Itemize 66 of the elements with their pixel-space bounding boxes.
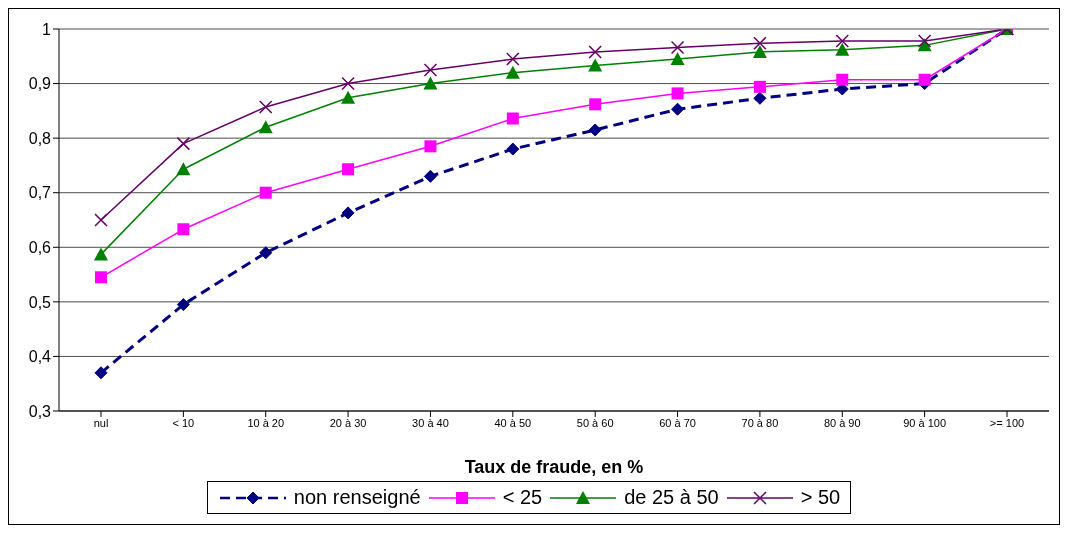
point bbox=[753, 91, 767, 105]
point bbox=[588, 123, 602, 137]
point bbox=[423, 76, 438, 90]
legend-label: > 50 bbox=[800, 486, 841, 509]
y-tick-label: 0,5 bbox=[28, 293, 52, 311]
x-tick-label: 60 à 70 bbox=[659, 416, 696, 429]
y-tick-label: 1 bbox=[42, 20, 52, 38]
point bbox=[836, 73, 849, 86]
point bbox=[259, 246, 273, 260]
x-tick-label: 50 à 60 bbox=[576, 416, 614, 429]
y-tick-label: 0,4 bbox=[28, 348, 52, 366]
point bbox=[423, 169, 437, 183]
point bbox=[341, 76, 355, 91]
point bbox=[588, 58, 603, 72]
x-tick-label: 40 à 50 bbox=[494, 416, 532, 429]
point bbox=[505, 65, 520, 79]
point bbox=[342, 163, 355, 176]
point bbox=[753, 80, 766, 93]
point bbox=[589, 98, 602, 111]
x-tick-label: >= 100 bbox=[989, 416, 1025, 429]
point bbox=[670, 52, 685, 66]
point bbox=[95, 271, 107, 284]
point bbox=[506, 112, 519, 125]
y-tick-label: 0,6 bbox=[28, 238, 52, 256]
legend-label: de 25 à 50 bbox=[624, 486, 719, 509]
point bbox=[835, 42, 850, 56]
point bbox=[176, 298, 190, 312]
point bbox=[341, 206, 355, 220]
point bbox=[670, 40, 685, 55]
point bbox=[671, 87, 684, 100]
point bbox=[259, 186, 272, 199]
point bbox=[671, 102, 685, 116]
point bbox=[506, 142, 520, 156]
x-tick-label: 90 à 100 bbox=[903, 416, 947, 429]
x-tick-label: 80 à 90 bbox=[823, 416, 861, 429]
point bbox=[506, 52, 520, 66]
y-tick-label: 0,3 bbox=[28, 402, 52, 420]
x-tick-label: 30 à 40 bbox=[412, 416, 449, 429]
point bbox=[94, 247, 108, 261]
point bbox=[835, 34, 850, 48]
point bbox=[918, 73, 931, 86]
point bbox=[423, 63, 438, 77]
point bbox=[258, 100, 273, 114]
x-tick-label: < 10 bbox=[172, 416, 195, 429]
point bbox=[176, 162, 191, 176]
x-tick-label: 70 à 80 bbox=[741, 416, 779, 429]
legend-label: non renseigné bbox=[293, 486, 421, 509]
point bbox=[752, 44, 767, 58]
point bbox=[341, 90, 356, 104]
x-tick-label: 10 à 20 bbox=[247, 416, 285, 429]
point bbox=[258, 120, 273, 134]
y-tick-label: 0,7 bbox=[28, 184, 52, 202]
point bbox=[176, 136, 191, 151]
point bbox=[753, 36, 767, 50]
point bbox=[94, 366, 108, 380]
x-tick-label: 20 à 30 bbox=[329, 416, 367, 429]
x-tick-label: nul bbox=[93, 416, 109, 429]
legend-label: < 25 bbox=[502, 486, 543, 509]
point bbox=[588, 45, 602, 59]
point bbox=[917, 34, 932, 48]
y-tick-label: 0,9 bbox=[28, 75, 52, 93]
point bbox=[94, 213, 108, 227]
point bbox=[177, 223, 190, 236]
point bbox=[424, 140, 437, 153]
x-axis-title: Taux de fraude, en % bbox=[464, 457, 644, 477]
y-tick-label: 0,8 bbox=[28, 129, 52, 147]
